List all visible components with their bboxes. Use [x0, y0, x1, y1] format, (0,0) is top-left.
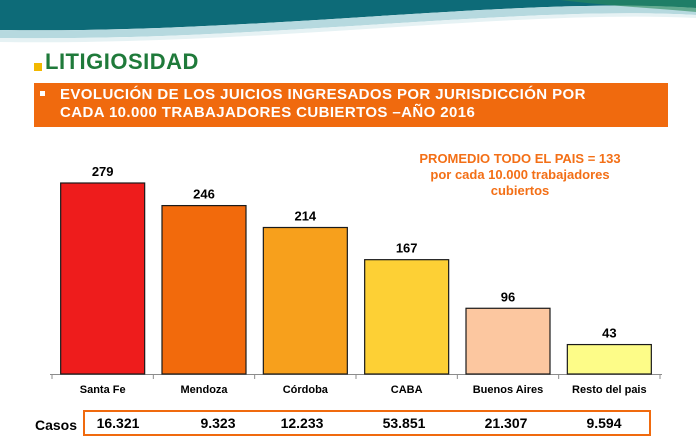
bar-4 — [465, 307, 551, 375]
casos-value-2: 12.233 — [280, 415, 324, 431]
casos-value-5: 9.594 — [586, 415, 622, 431]
data-label-2: 214 — [294, 208, 316, 223]
casos-table — [83, 410, 651, 436]
subtitle-line-1: EVOLUCIÓN DE LOS JUICIOS INGRESADOS POR … — [60, 86, 586, 103]
bar-3 — [364, 259, 450, 375]
x-tick-label-4: Buenos Aires — [473, 384, 544, 396]
data-label-5: 43 — [602, 326, 616, 341]
x-tick-label-1: Mendoza — [180, 384, 228, 396]
subtitle-line-2: CADA 10.000 TRABAJADORES CUBIERTOS –AÑO … — [60, 104, 476, 121]
casos-value-3: 53.851 — [382, 415, 426, 431]
data-label-1: 246 — [193, 187, 215, 202]
x-tick-label-3: CABA — [391, 384, 423, 396]
casos-value-0: 16.321 — [96, 415, 140, 431]
x-tick-label-5: Resto del pais — [572, 384, 647, 396]
bar-5 — [566, 343, 652, 375]
section-title-text: LITIGIOSIDAD — [45, 49, 199, 74]
average-line-3: cubiertos — [490, 183, 550, 198]
bar-2 — [262, 226, 348, 375]
section-title: LITIGIOSIDAD — [34, 49, 199, 75]
average-line-2: por cada 10.000 trabajadores — [430, 167, 610, 182]
casos-value-4: 21.307 — [484, 415, 528, 431]
data-label-3: 167 — [396, 241, 418, 256]
average-annotation: PROMEDIO TODO EL PAIS = 133 por cada 10.… — [400, 151, 640, 199]
header-banner — [0, 0, 696, 43]
title-bullet-icon — [34, 63, 42, 71]
x-tick-label-0: Santa Fe — [80, 384, 126, 396]
average-line-1: PROMEDIO TODO EL PAIS = 133 — [419, 151, 621, 166]
casos-value-1: 9.323 — [200, 415, 236, 431]
data-label-0: 279 — [92, 164, 114, 179]
x-tick-label-2: Córdoba — [283, 384, 329, 396]
bar-0 — [60, 182, 146, 375]
data-label-4: 96 — [501, 289, 515, 304]
bar-1 — [161, 204, 247, 375]
casos-label: Casos — [35, 417, 78, 433]
chart-subtitle-box: EVOLUCIÓN DE LOS JUICIOS INGRESADOS POR … — [34, 83, 668, 127]
chart-subtitle: EVOLUCIÓN DE LOS JUICIOS INGRESADOS POR … — [60, 86, 660, 122]
subtitle-bullet-icon — [40, 91, 45, 96]
